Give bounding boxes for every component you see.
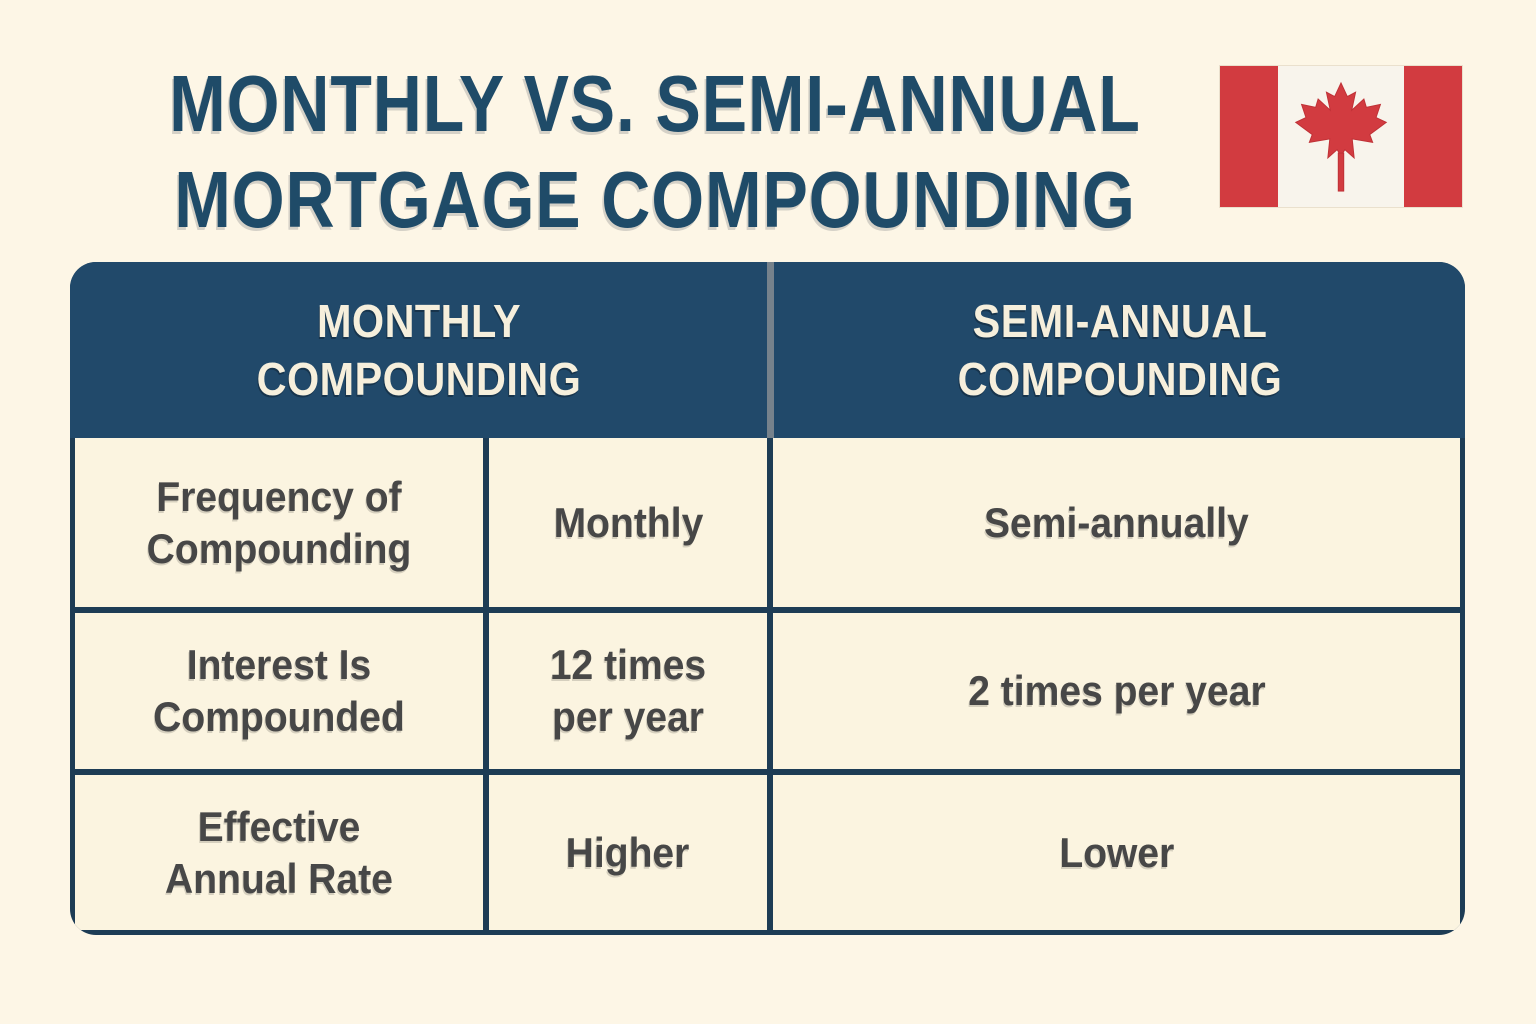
table-row-frequency-label: Frequency of Compounding <box>75 438 483 607</box>
table-header-row: MONTHLY COMPOUNDING SEMI-ANNUAL COMPOUND… <box>70 262 1465 438</box>
header-semi-annual-compounding: SEMI-ANNUAL COMPOUNDING <box>774 262 1465 438</box>
header-divider <box>767 262 774 438</box>
table-row-frequency-monthly: Monthly <box>489 438 767 607</box>
flag-white-field <box>1278 66 1404 207</box>
row-value-semi-annual: 2 times per year <box>967 667 1266 714</box>
table-row-interest-label: Interest Is Compounded <box>75 613 483 769</box>
table-row-effective-rate-monthly: Higher <box>489 775 767 930</box>
canada-flag-icon <box>1220 66 1462 207</box>
row-value-semi-annual: Semi-annually <box>984 498 1249 546</box>
row-label: Effective Annual Rate <box>165 802 393 902</box>
title-line-2: MORTGAGE COMPOUNDING <box>174 155 1136 244</box>
table-row-interest-monthly: 12 times per year <box>489 613 767 769</box>
row-label: Frequency of Compounding <box>146 472 412 572</box>
row-value-monthly: 12 times per year <box>549 641 707 740</box>
table-row-frequency-semi-annual: Semi-annually <box>773 438 1460 607</box>
table-row-effective-rate-label: Effective Annual Rate <box>75 775 483 930</box>
row-label: Interest Is Compounded <box>153 641 405 740</box>
header-semi-annual-label: SEMI-ANNUAL COMPOUNDING <box>957 295 1282 405</box>
flag-left-bar <box>1220 66 1278 207</box>
title-line-1: MONTHLY VS. SEMI-ANNUAL <box>169 59 1141 148</box>
page-title: MONTHLY VS. SEMI-ANNUAL MORTGAGE COMPOUN… <box>132 56 1178 248</box>
header-monthly-compounding: MONTHLY COMPOUNDING <box>70 262 767 438</box>
row-value-monthly: Monthly <box>553 498 703 546</box>
row-value-semi-annual: Lower <box>1058 828 1175 876</box>
header-monthly-label: MONTHLY COMPOUNDING <box>256 295 581 405</box>
maple-leaf-icon <box>1294 81 1388 192</box>
table-body: Frequency of Compounding Monthly Semi-an… <box>75 438 1460 930</box>
table-row-effective-rate-semi-annual: Lower <box>773 775 1460 930</box>
flag-right-bar <box>1404 66 1462 207</box>
row-value-monthly: Higher <box>566 828 690 876</box>
table-row-interest-semi-annual: 2 times per year <box>773 613 1460 769</box>
comparison-table: MONTHLY COMPOUNDING SEMI-ANNUAL COMPOUND… <box>70 262 1465 935</box>
